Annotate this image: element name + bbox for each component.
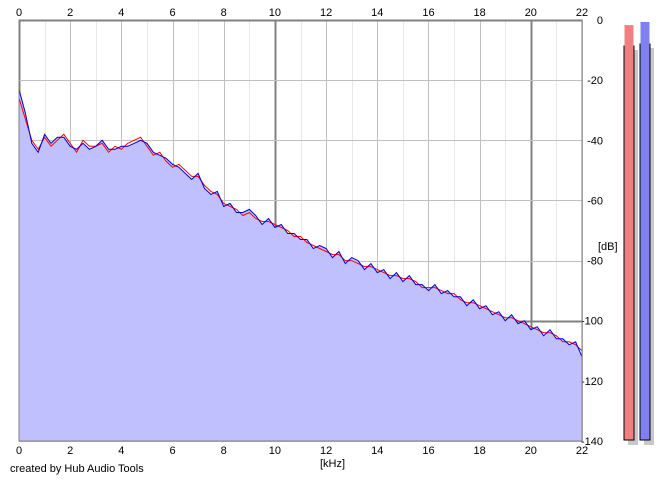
x-tick-bottom-2: 2	[67, 445, 73, 457]
x-tick-bottom-10: 10	[269, 445, 281, 457]
x-tick-top-4: 4	[118, 7, 124, 19]
x-tick-top-0: 0	[16, 7, 22, 19]
x-tick-top-22: 22	[576, 7, 588, 19]
x-tick-bottom-6: 6	[169, 445, 175, 457]
x-tick-top-16: 16	[422, 7, 434, 19]
x-tick-top-8: 8	[221, 7, 227, 19]
x-tick-bottom-0: 0	[16, 445, 22, 457]
x-tick-top-2: 2	[67, 7, 73, 19]
x-tick-top-18: 18	[474, 7, 486, 19]
y-tick-labels: 0 -20 -40 -60 -80 -100 -120 -140	[581, 15, 603, 448]
series-1-area	[19, 89, 582, 441]
y-tick--40: -40	[587, 135, 603, 147]
y-tick-0: 0	[597, 15, 603, 27]
spectrum-area	[19, 89, 582, 441]
y-axis-label: [dB]	[598, 241, 618, 253]
x-tick-bottom-20: 20	[525, 445, 537, 457]
level-meters	[623, 22, 654, 445]
x-tick-bottom-18: 18	[474, 445, 486, 457]
spectrum-lines	[18, 89, 583, 357]
y-tick--60: -60	[587, 195, 603, 207]
meter-left-fill	[624, 25, 634, 440]
x-tick-top-14: 14	[371, 7, 383, 19]
y-tick--120: -120	[581, 376, 603, 388]
credit-text: created by Hub Audio Tools	[10, 463, 144, 475]
y-tick--140: -140	[581, 436, 603, 448]
x-tick-bottom-12: 12	[320, 445, 332, 457]
x-tick-bottom-14: 14	[371, 445, 383, 457]
x-tick-bottom-4: 4	[118, 445, 124, 457]
x-tick-bottom-22: 22	[576, 445, 588, 457]
x-tick-bottom-16: 16	[422, 445, 434, 457]
plot-frame	[18, 19, 583, 442]
x-tick-top-20: 20	[525, 7, 537, 19]
x-tick-top-12: 12	[320, 7, 332, 19]
meter-right-fill	[640, 22, 650, 440]
series-1-line	[18, 89, 583, 357]
y-tick--20: -20	[587, 75, 603, 87]
x-tick-top-10: 10	[269, 7, 281, 19]
y-tick--80: -80	[587, 256, 603, 268]
series-0-line	[18, 98, 583, 352]
x-tick-top-6: 6	[169, 7, 175, 19]
y-tick--100: -100	[581, 316, 603, 328]
x-axis-label: [kHz]	[320, 458, 345, 470]
x-tick-bottom-8: 8	[221, 445, 227, 457]
